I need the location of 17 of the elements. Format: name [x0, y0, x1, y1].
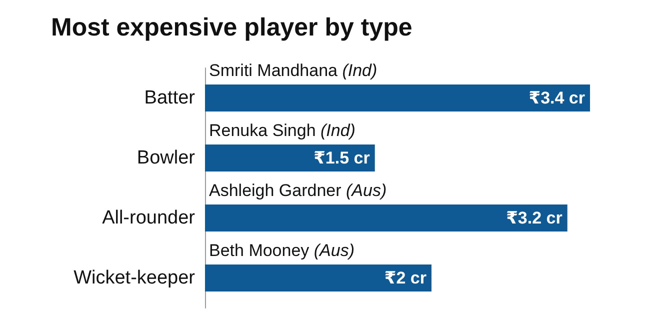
y-tick-label: Wicket-keeper [74, 268, 196, 288]
bar [205, 144, 375, 172]
annotation: Beth Mooney (Aus) [209, 241, 355, 260]
bar [205, 84, 590, 112]
data-label: ₹2 cr [384, 268, 427, 288]
y-tick-label: Batter [144, 88, 196, 108]
annotation: Renuka Singh (Ind) [209, 121, 356, 140]
chart-title: Most expensive player by type [51, 14, 412, 42]
annotation: Ashleigh Gardner (Aus) [209, 181, 387, 200]
data-label: ₹3.2 cr [506, 208, 563, 228]
data-label: ₹3.4 cr [528, 88, 586, 108]
y-tick-label: All-rounder [102, 208, 196, 228]
data-label: ₹1.5 cr [314, 148, 370, 168]
bar [205, 204, 568, 232]
y-tick-label: Bowler [136, 148, 196, 168]
bar [205, 264, 432, 292]
annotation: Smriti Mandhana (Ind) [209, 61, 378, 80]
